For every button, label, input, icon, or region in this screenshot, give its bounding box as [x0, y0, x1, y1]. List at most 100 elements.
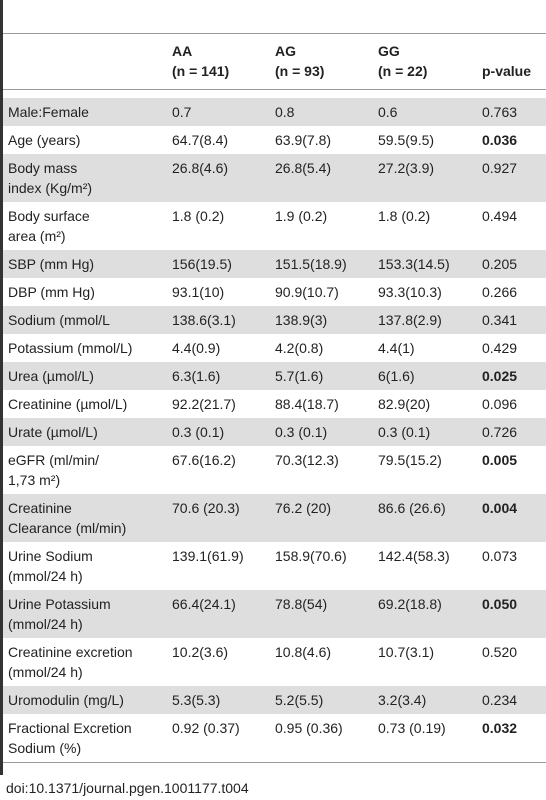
p-value-cell: 0.005	[482, 452, 518, 468]
table-row: Fractional Excretion Sodium (%) 0.92 (0.37…	[3, 714, 546, 763]
value-cell: 4.4(0.9)	[172, 340, 221, 356]
row-label: Potassium (mmol/L)	[3, 334, 164, 362]
value-cell: 0.8	[267, 98, 370, 126]
value-cell: 66.4(24.1)	[164, 590, 267, 638]
value-cell: 151.5(18.9)	[267, 250, 370, 278]
value-cell: 0.7	[164, 98, 267, 126]
label-text: Age (years)	[8, 132, 81, 148]
label-text: Body mass	[8, 160, 78, 176]
p-value-cell: 0.266	[482, 284, 518, 300]
label-text: eGFR (ml/min/	[8, 452, 99, 468]
value-cell: 5.2(5.5)	[267, 686, 370, 714]
table-row: Uromodulin (mg/L) 5.3(5.3) 5.2(5.5) 3.2(3.4…	[3, 686, 546, 714]
value-cell: 4.4(1)	[378, 340, 415, 356]
table-row: DBP (mm Hg) 93.1(10) 90.9(10.7) 93.3(10.3) 0…	[3, 278, 546, 306]
value-cell: 1.8 (0.2)	[172, 208, 225, 224]
table-header: AA (n = 141) AG (n = 93) GG (n = 22) p-value	[3, 34, 546, 90]
value-cell: 0.3 (0.1)	[370, 418, 474, 446]
header-text: GG	[378, 43, 400, 59]
row-label: Urate (µmol/L)	[3, 418, 164, 446]
value-cell: 10.8(4.6)	[275, 644, 332, 660]
value-cell: 153.3(14.5)	[370, 250, 474, 278]
p-value-cell: 0.520	[482, 644, 518, 660]
row-label: SBP (mm Hg)	[3, 250, 164, 278]
value-cell: 0.3 (0.1)	[267, 418, 370, 446]
spacer-row	[3, 90, 546, 99]
row-label: Creatinine (µmol/L)	[3, 390, 164, 418]
table-row: Potassium (mmol/L) 4.4(0.9) 4.2(0.8) 4.4(1)…	[3, 334, 546, 362]
row-label: Body surface area (m²)	[3, 202, 164, 250]
row-label: Creatinine excretion (mmol/24 h)	[3, 638, 164, 686]
header-row: AA (n = 141) AG (n = 93) GG (n = 22) p-value	[3, 34, 546, 90]
p-value-cell: 0.096	[482, 396, 518, 412]
p-value-cell: 0.032	[482, 720, 518, 736]
label-text: Uromodulin (mg/L)	[8, 692, 124, 708]
value-cell: 139.1(61.9)	[172, 548, 244, 564]
value-cell: 0.73 (0.19)	[378, 720, 446, 736]
value-cell: 10.7(3.1)	[378, 644, 435, 660]
row-label: Urine Potassium (mmol/24 h)	[3, 590, 164, 638]
table-row: Urate (µmol/L) 0.3 (0.1) 0.3 (0.1) 0.3 (0.1…	[3, 418, 546, 446]
table-row: Body mass index (Kg/m²) 26.8(4.6) 26.8(5.4)…	[3, 154, 546, 202]
header-text: (n = 141)	[172, 63, 230, 79]
p-value-cell: 0.763	[474, 98, 546, 126]
value-cell: 158.9(70.6)	[275, 548, 347, 564]
header-text: p-value	[482, 63, 532, 79]
p-value-cell: 0.341	[474, 306, 546, 334]
value-cell: 5.3(5.3)	[164, 686, 267, 714]
label-text: (mmol/24 h)	[8, 616, 83, 632]
row-label: Body mass index (Kg/m²)	[3, 154, 164, 202]
value-cell: 26.8(5.4)	[267, 154, 370, 202]
table-row: Urine Potassium (mmol/24 h) 66.4(24.1) 78.8…	[3, 590, 546, 638]
left-border	[0, 0, 3, 775]
table-row: Urea (µmol/L) 6.3(1.6) 5.7(1.6) 6(1.6) 0.025	[3, 362, 546, 390]
row-label: Sodium (mmol/L	[3, 306, 164, 334]
value-cell: 0.6	[370, 98, 474, 126]
table-body: Male:Female 0.7 0.8 0.6 0.763 Age (years) 64.7…	[3, 90, 546, 763]
header-cell: p-value	[474, 34, 546, 90]
table-container: AA (n = 141) AG (n = 93) GG (n = 22) p-value Ma…	[3, 33, 546, 763]
row-label: eGFR (ml/min/1,73 m²)	[3, 446, 164, 494]
label-text: (mmol/24 h)	[8, 568, 83, 584]
caption: doi:10.1371/journal.pgen.1001177.t004	[6, 780, 249, 796]
table-row: Male:Female 0.7 0.8 0.6 0.763	[3, 98, 546, 126]
table-row: SBP (mm Hg) 156(19.5) 151.5(18.9) 153.3(14.…	[3, 250, 546, 278]
row-label: Fractional Excretion Sodium (%)	[3, 714, 164, 763]
value-cell: 1.8 (0.2)	[378, 208, 431, 224]
label-text: Sodium (mmol/L	[8, 312, 110, 328]
label-text: Urate (µmol/L)	[8, 424, 98, 440]
value-cell: 156(19.5)	[164, 250, 267, 278]
value-cell: 93.3(10.3)	[378, 284, 442, 300]
value-cell: 64.7(8.4)	[172, 132, 229, 148]
header-text: AG	[275, 43, 296, 59]
value-cell: 142.4(58.3)	[378, 548, 450, 564]
value-cell: 90.9(10.7)	[275, 284, 339, 300]
value-cell: 59.5(9.5)	[378, 132, 435, 148]
value-cell: 4.2(0.8)	[275, 340, 324, 356]
p-value-cell: 0.927	[474, 154, 546, 202]
p-value-cell: 0.494	[482, 208, 518, 224]
label-text: (mmol/24 h)	[8, 664, 83, 680]
value-cell: 88.4(18.7)	[275, 396, 339, 412]
label-text: SBP (mm Hg)	[8, 256, 95, 272]
value-cell: 6(1.6)	[370, 362, 474, 390]
value-cell: 69.2(18.8)	[370, 590, 474, 638]
p-value-cell: 0.726	[474, 418, 546, 446]
value-cell: 3.2(3.4)	[370, 686, 474, 714]
value-cell: 0.92 (0.37)	[172, 720, 240, 736]
value-cell: 27.2(3.9)	[370, 154, 474, 202]
label-text: Potassium (mmol/L)	[8, 340, 133, 356]
row-label: Age (years)	[3, 126, 164, 154]
value-cell: 86.6 (26.6)	[370, 494, 474, 542]
label-text: Creatinine excretion	[8, 644, 133, 660]
table-row: Creatinine (µmol/L) 92.2(21.7) 88.4(18.7) 8…	[3, 390, 546, 418]
header-cell: GG (n = 22)	[370, 34, 474, 90]
spacer-cell	[3, 90, 546, 99]
value-cell: 70.6 (20.3)	[164, 494, 267, 542]
value-cell: 1.9 (0.2)	[275, 208, 328, 224]
p-value-cell: 0.073	[482, 548, 518, 564]
row-label: Urine Sodium (mmol/24 h)	[3, 542, 164, 590]
label-text: Fractional Excretion	[8, 720, 132, 736]
value-cell: 93.1(10)	[172, 284, 225, 300]
label-text: Body surface	[8, 208, 90, 224]
